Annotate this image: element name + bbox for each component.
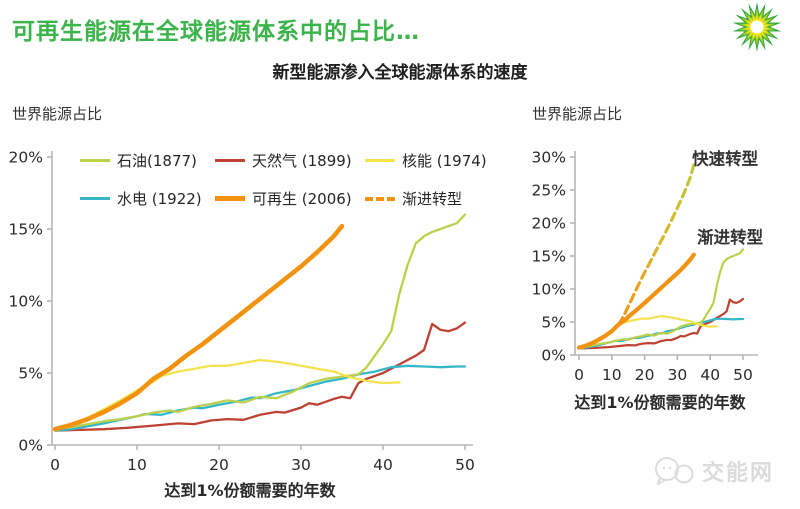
chart-legend: 石油(1877) 天然气 (1899) 核能 (1974) 水电 (1922) … [80, 150, 487, 209]
svg-text:10%: 10% [532, 281, 566, 299]
svg-text:20%: 20% [9, 149, 43, 167]
legend-item-oil: 石油(1877) [80, 150, 215, 171]
legend-item-gas: 天然气 (1899) [215, 150, 365, 171]
legend-swatch-hydro [80, 197, 110, 200]
annotation-label: 快速转型 [692, 148, 759, 168]
chat-bubbles-icon [655, 457, 694, 485]
right-x-axis-title: 达到1%份额需要的年数 [574, 393, 746, 412]
svg-text:0: 0 [574, 366, 584, 384]
legend-label-hydro: 水电 (1922) [117, 190, 202, 208]
right-y-axis-unit: 世界能源占比 [532, 105, 623, 123]
bp-helios-logo [732, 2, 782, 52]
series-5 [616, 163, 696, 327]
svg-text:20: 20 [209, 456, 229, 474]
svg-text:50: 50 [455, 456, 475, 474]
legend-swatch-oil [80, 159, 110, 162]
legend-swatch-gas [215, 159, 245, 162]
series-0 [577, 297, 745, 350]
svg-text:5%: 5% [541, 314, 566, 332]
svg-text:10: 10 [127, 456, 147, 474]
watermark: 交能网 [652, 452, 774, 490]
svg-text:30: 30 [291, 456, 311, 474]
left-y-axis-unit: 世界能源占比 [12, 105, 103, 123]
series-2 [577, 248, 745, 349]
legend-swatch-renewable [215, 196, 245, 201]
svg-text:15%: 15% [532, 248, 566, 266]
svg-text:30%: 30% [532, 149, 566, 167]
series-4 [52, 223, 345, 432]
legend-label-oil: 石油(1877) [117, 152, 197, 170]
watermark-text: 交能网 [702, 461, 775, 486]
page-title: 可再生能源在全球能源体系中的占比… [12, 19, 420, 45]
legend-label-renewable: 可再生 (2006) [252, 190, 352, 208]
chart-subtitle: 新型能源渗入全球能源体系的速度 [272, 63, 528, 83]
svg-text:40: 40 [373, 456, 393, 474]
svg-text:10: 10 [602, 366, 622, 384]
svg-text:0: 0 [50, 456, 60, 474]
series-2 [53, 213, 467, 431]
legend-label-nuclear: 核能 (1974) [402, 152, 487, 170]
svg-text:20%: 20% [532, 215, 566, 233]
legend-item-gradual-transition: 渐进转型 [365, 188, 485, 209]
svg-text:25%: 25% [532, 182, 566, 200]
legend-item-nuclear: 核能 (1974) [365, 150, 487, 171]
svg-text:20: 20 [635, 366, 655, 384]
series-4 [576, 252, 696, 350]
svg-text:0%: 0% [18, 437, 43, 455]
legend-swatch-nuclear [365, 159, 395, 162]
svg-text:5%: 5% [18, 365, 43, 383]
legend-label-gradual-transition: 渐进转型 [402, 190, 463, 208]
series-0 [53, 321, 467, 432]
svg-text:50: 50 [733, 366, 753, 384]
legend-swatch-gradual-transition [365, 196, 395, 201]
svg-text:40: 40 [700, 366, 720, 384]
svg-text:15%: 15% [9, 221, 43, 239]
svg-text:0%: 0% [541, 347, 566, 365]
left-x-axis-title: 达到1%份额需要的年数 [164, 481, 336, 500]
annotation-label: 渐进转型 [697, 227, 764, 247]
legend-item-renewable: 可再生 (2006) [215, 188, 365, 209]
series-1 [53, 364, 467, 432]
legend-item-hydro: 水电 (1922) [80, 188, 215, 209]
svg-text:10%: 10% [9, 293, 43, 311]
svg-text:30: 30 [668, 366, 688, 384]
legend-label-gas: 天然气 (1899) [252, 152, 352, 170]
series-3 [53, 358, 401, 432]
left-line-chart: 0% 5% 10% 15% 20% 0 10 20 30 40 50 [9, 149, 475, 475]
